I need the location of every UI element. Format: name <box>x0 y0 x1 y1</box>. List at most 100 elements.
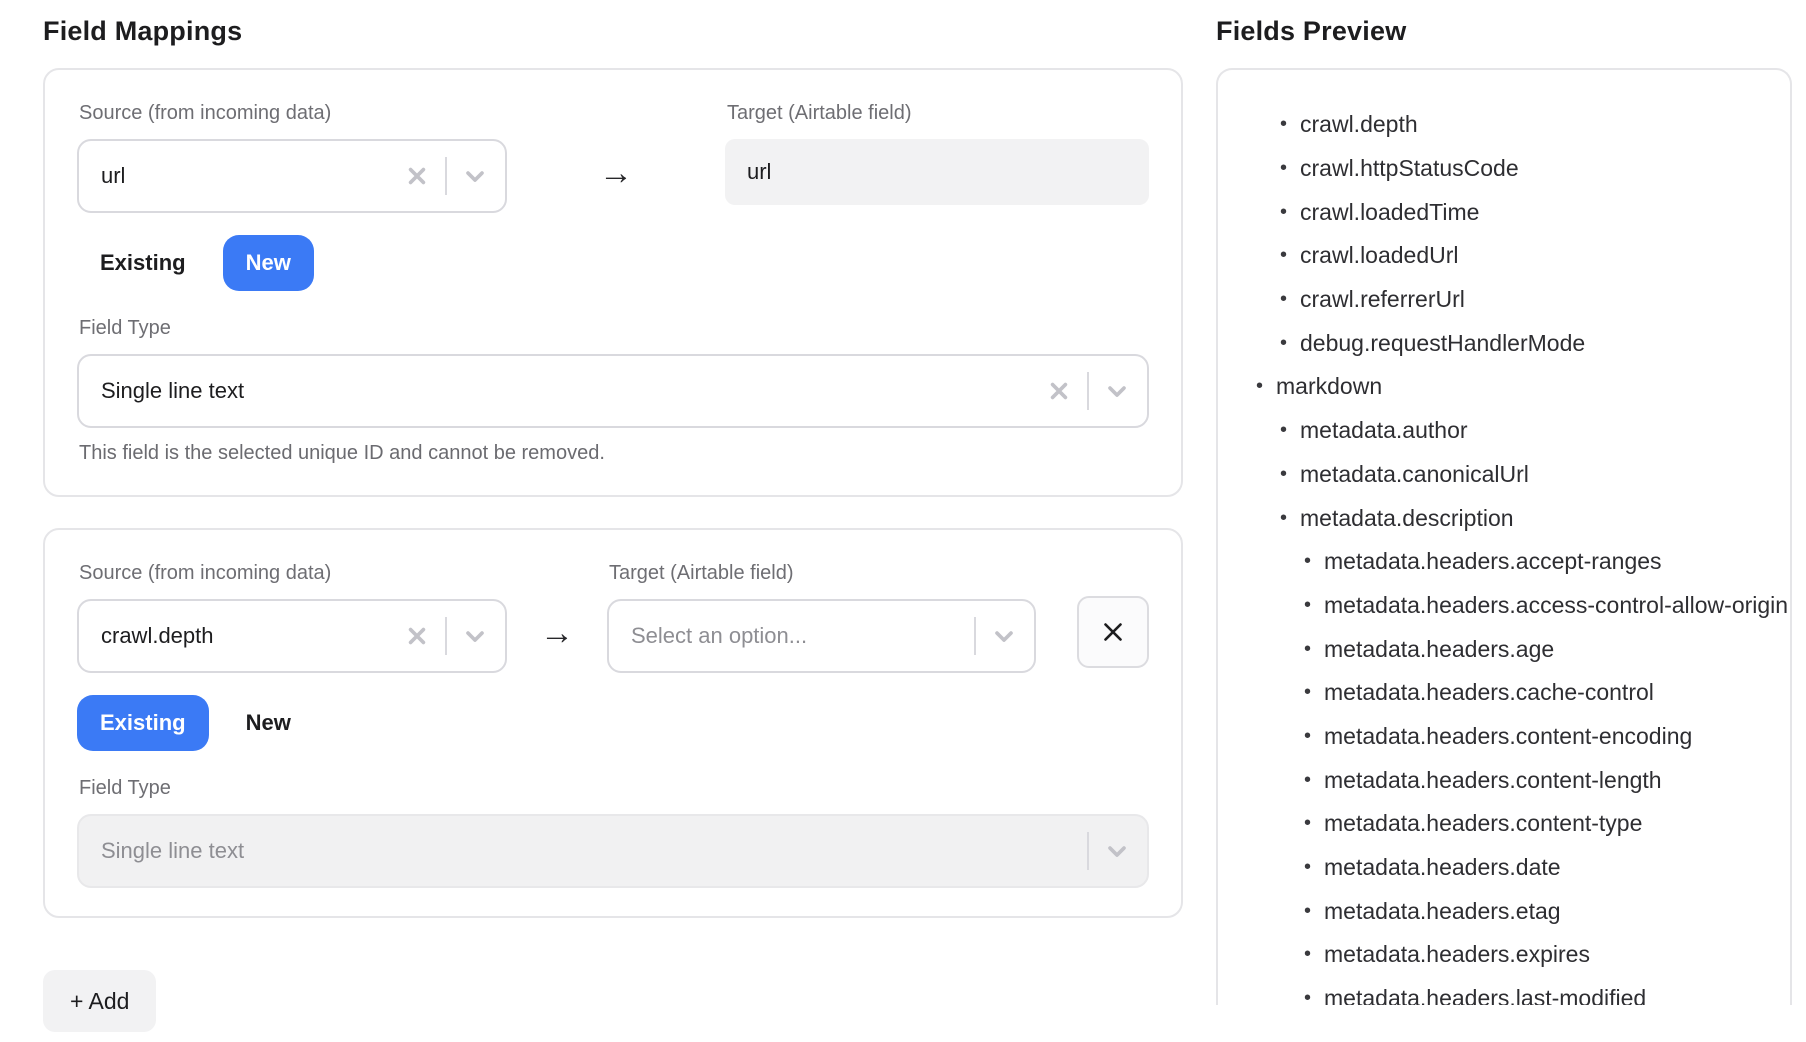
field-path-label: metadata.headers.accept-ranges <box>1324 548 1662 575</box>
field-path-label: metadata.headers.cache-control <box>1324 679 1654 706</box>
bullet-icon: • <box>1304 724 1312 747</box>
list-item: • crawl.loadedUrl <box>1218 234 1790 278</box>
target-field-readonly: url <box>725 139 1149 205</box>
arrow-right-icon: → <box>540 614 574 652</box>
source-select[interactable]: url <box>77 139 507 213</box>
field-path-label: metadata.headers.etag <box>1324 897 1561 924</box>
bullet-icon: • <box>1280 506 1288 529</box>
field-mappings-section: Field Mappings Source (from incoming dat… <box>43 14 1183 1032</box>
field-path-label: crawl.depth <box>1300 111 1418 138</box>
close-icon <box>1098 617 1128 647</box>
target-select-placeholder: Select an option... <box>631 623 808 648</box>
list-item: • metadata.headers.content-encoding <box>1218 715 1790 759</box>
bullet-icon: • <box>1280 200 1288 223</box>
field-path-label: metadata.author <box>1300 417 1468 444</box>
mode-new-button[interactable]: New <box>223 695 314 751</box>
list-item: • crawl.depth <box>1218 103 1790 147</box>
chevron-down-icon <box>1103 837 1131 865</box>
list-item: • metadata.headers.etag <box>1218 889 1790 933</box>
field-type-label: Field Type <box>79 317 171 339</box>
field-path-label: crawl.loadedUrl <box>1300 242 1459 269</box>
divider <box>974 617 976 655</box>
bullet-icon: • <box>1280 331 1288 354</box>
list-item: • metadata.canonicalUrl <box>1218 453 1790 497</box>
divider <box>1087 372 1089 410</box>
bullet-icon: • <box>1304 812 1312 835</box>
source-select-value: url <box>101 163 126 188</box>
field-type-select[interactable]: Single line text <box>77 354 1149 428</box>
field-path-label: debug.requestHandlerMode <box>1300 329 1586 356</box>
bullet-icon: • <box>1256 375 1264 398</box>
mapping-card-crawl-depth: Source (from incoming data) crawl.depth … <box>43 528 1183 918</box>
chevron-down-icon[interactable] <box>461 162 489 190</box>
mapping-card-url: Source (from incoming data) url → <box>43 68 1183 497</box>
bullet-icon: • <box>1280 157 1288 180</box>
divider <box>445 617 447 655</box>
field-path-label: crawl.httpStatusCode <box>1300 155 1519 182</box>
chevron-down-icon[interactable] <box>1103 377 1131 405</box>
fields-preview-section: Fields Preview • crawl.depth • crawl.httpSt… <box>1216 14 1792 1032</box>
list-item: • metadata.headers.content-type <box>1218 802 1790 846</box>
list-item: • metadata.headers.age <box>1218 627 1790 671</box>
remove-mapping-button[interactable] <box>1077 596 1149 668</box>
field-path-label: crawl.referrerUrl <box>1300 286 1465 313</box>
mode-toggle: Existing New <box>77 695 1149 751</box>
field-type-value: Single line text <box>101 838 245 863</box>
bullet-icon: • <box>1280 113 1288 136</box>
mode-existing-button[interactable]: Existing <box>77 235 209 291</box>
target-label: Target (Airtable field) <box>609 562 794 584</box>
list-item: • metadata.headers.content-length <box>1218 758 1790 802</box>
field-path-label: metadata.headers.content-encoding <box>1324 722 1693 749</box>
bullet-icon: • <box>1304 856 1312 879</box>
chevron-down-icon[interactable] <box>990 622 1018 650</box>
fields-preview-panel: • crawl.depth • crawl.httpStatusCode • crawl.… <box>1216 68 1792 1005</box>
source-select-value: crawl.depth <box>101 623 214 648</box>
clear-icon[interactable] <box>1045 377 1073 405</box>
chevron-down-icon[interactable] <box>461 622 489 650</box>
field-path-label: metadata.headers.access-control-allow-or… <box>1324 591 1789 618</box>
bullet-icon: • <box>1280 244 1288 267</box>
clear-icon[interactable] <box>403 622 431 650</box>
bullet-icon: • <box>1304 550 1312 573</box>
list-item: • metadata.headers.expires <box>1218 933 1790 977</box>
target-select[interactable]: Select an option... <box>607 599 1036 673</box>
field-path-label: metadata.headers.expires <box>1324 941 1590 968</box>
list-item: • crawl.loadedTime <box>1218 190 1790 234</box>
divider <box>1087 832 1089 870</box>
list-item: • debug.requestHandlerMode <box>1218 321 1790 365</box>
field-path-label: metadata.headers.content-type <box>1324 810 1643 837</box>
list-item: • crawl.referrerUrl <box>1218 278 1790 322</box>
field-path-label: metadata.headers.content-length <box>1324 766 1662 793</box>
field-type-select-disabled: Single line text <box>77 814 1149 888</box>
list-item: • metadata.headers.date <box>1218 846 1790 890</box>
target-label: Target (Airtable field) <box>727 102 912 124</box>
mode-new-button[interactable]: New <box>222 235 314 291</box>
bullet-icon: • <box>1304 593 1312 616</box>
fields-preview-list: • crawl.depth • crawl.httpStatusCode • crawl.… <box>1218 103 1790 1005</box>
bullet-icon: • <box>1304 637 1312 660</box>
field-type-value: Single line text <box>101 378 245 403</box>
clear-icon[interactable] <box>403 162 431 190</box>
bullet-icon: • <box>1304 943 1312 966</box>
list-item: • metadata.description <box>1218 496 1790 540</box>
field-mappings-title: Field Mappings <box>43 16 243 46</box>
field-path-label: crawl.loadedTime <box>1300 198 1480 225</box>
unique-id-helper-text: This field is the selected unique ID and… <box>79 442 605 464</box>
mode-existing-button[interactable]: Existing <box>77 695 209 751</box>
list-item: • metadata.headers.accept-ranges <box>1218 540 1790 584</box>
list-item: • metadata.headers.access-control-allow-o… <box>1218 584 1790 628</box>
field-type-label: Field Type <box>79 777 171 799</box>
list-item: • crawl.httpStatusCode <box>1218 147 1790 191</box>
list-item: • markdown <box>1218 365 1790 409</box>
field-path-label: metadata.headers.age <box>1324 635 1555 662</box>
field-path-label: markdown <box>1276 373 1383 400</box>
source-select[interactable]: crawl.depth <box>77 599 507 673</box>
arrow-right-icon: → <box>599 154 633 192</box>
bullet-icon: • <box>1304 681 1312 704</box>
bullet-icon: • <box>1280 419 1288 442</box>
source-label: Source (from incoming data) <box>79 102 332 124</box>
bullet-icon: • <box>1280 288 1288 311</box>
bullet-icon: • <box>1280 462 1288 485</box>
add-mapping-button[interactable]: + Add <box>43 970 157 1032</box>
